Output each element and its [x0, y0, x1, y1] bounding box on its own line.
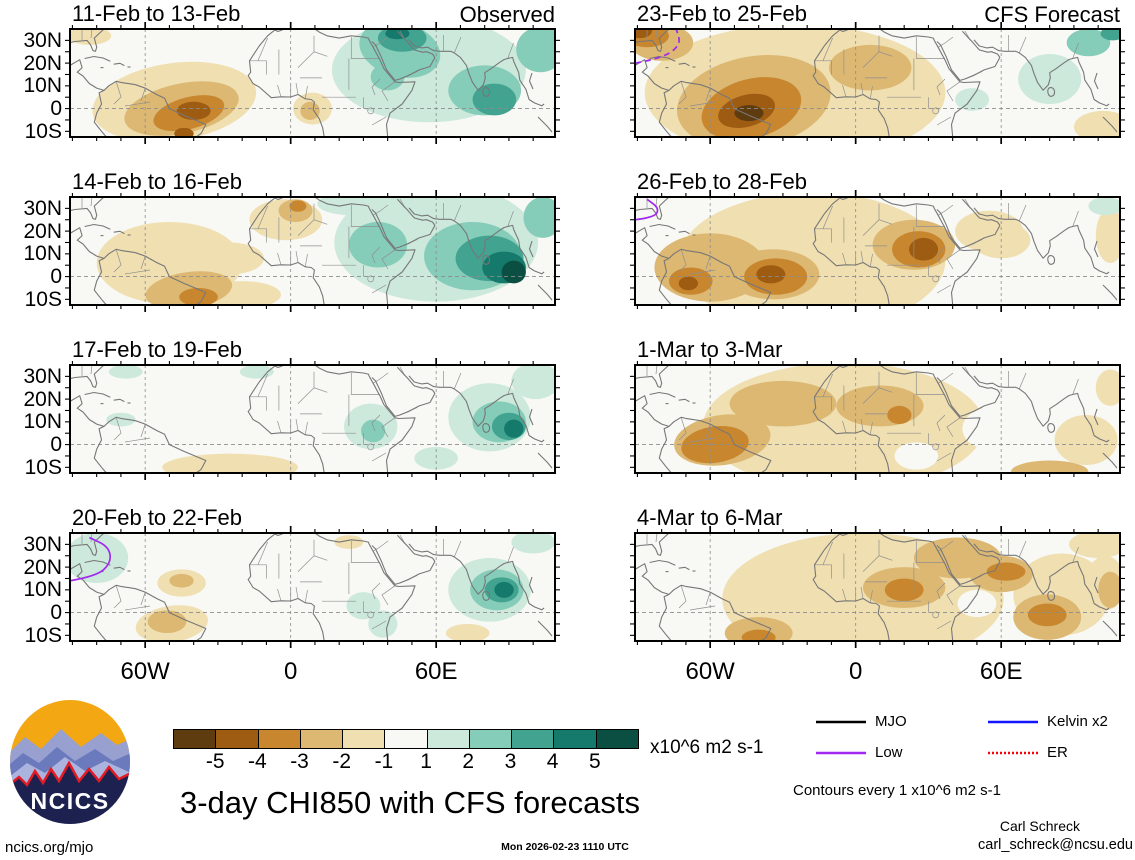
lat-label-0: 0 [50, 433, 62, 457]
legend-line-icon [816, 751, 866, 754]
lat-label-0: 0 [50, 601, 62, 625]
timestamp: Mon 2026-02-23 1110 UTC [501, 841, 629, 853]
colorbar-cell-1 [215, 730, 258, 748]
colorbar-tick-1: 1 [420, 750, 432, 773]
lat-label-30n: 30N [23, 28, 62, 52]
colorbar-cell-3 [299, 730, 343, 748]
colorbar-tick--5: -5 [205, 750, 225, 773]
colorbar-tick--3: -3 [290, 750, 309, 773]
panel-map [65, 22, 560, 144]
lon-label-0: 0 [848, 658, 863, 685]
panel-observed-3: 17-Feb to 19-Feb [65, 338, 560, 480]
cfs-forecast-column-header: CFS Forecast [984, 2, 1120, 27]
lat-label-10s: 10S [24, 455, 62, 479]
legend-line-icon [816, 720, 866, 723]
colorbar-cell-5 [384, 730, 427, 748]
colorbar-cell-8 [511, 730, 554, 748]
panel-title: 23-Feb to 25-Feb [637, 1, 807, 26]
lat-label-10n: 10N [23, 74, 62, 98]
legend-item-low: Low [816, 737, 988, 768]
panel-map [65, 526, 560, 648]
colorbar-cell-0 [174, 730, 216, 748]
logo-text: NCICS [30, 788, 109, 814]
panel-title: 20-Feb to 22-Feb [72, 505, 242, 530]
legend-line-icon [988, 720, 1038, 723]
panel-title: 4-Mar to 6-Mar [637, 505, 783, 530]
panel-forecast-2: 26-Feb to 28-Feb [630, 170, 1125, 312]
lat-label-0: 0 [50, 265, 62, 289]
panel-title: 17-Feb to 19-Feb [72, 337, 242, 362]
panel-forecast-1: 23-Feb to 25-Feb [630, 2, 1125, 144]
colorbar-cell-10 [595, 730, 638, 748]
lat-label-10n: 10N [23, 410, 62, 434]
panel-map [65, 190, 560, 312]
site-url: ncics.org/mjo [5, 839, 94, 856]
contour-interval-note: Contours every 1 x10^6 m2 s-1 [793, 782, 1001, 799]
panel-forecast-3: 1-Mar to 3-Mar [630, 338, 1125, 480]
colorbar-cell-6 [426, 730, 469, 748]
legend: MJO Kelvin x2 Low ER [816, 706, 1135, 768]
colorbar-tick--4: -4 [248, 750, 267, 773]
lat-label-10s: 10S [24, 119, 62, 143]
observed-column-header: Observed [459, 2, 555, 27]
panel-map [630, 526, 1125, 648]
colorbar-cell-7 [468, 730, 512, 748]
lon-label-60e: 60E [414, 658, 458, 685]
panel-observed-2: 14-Feb to 16-Feb [65, 170, 560, 312]
panel-forecast-4: 4-Mar to 6-Mar [630, 506, 1125, 648]
lat-label-10s: 10S [24, 287, 62, 311]
colorbar-tick--1: -1 [374, 750, 394, 773]
colorbar-cell-9 [553, 730, 596, 748]
lat-label-30n: 30N [23, 532, 62, 556]
panel-title: 14-Feb to 16-Feb [72, 169, 242, 194]
colorbar-tick-3: 3 [504, 750, 517, 773]
lon-label-60e: 60E [979, 658, 1023, 685]
legend-item-er: ER [988, 737, 1135, 768]
lat-label-30n: 30N [23, 364, 62, 388]
legend-label: MJO [875, 713, 907, 730]
panel-map [630, 190, 1125, 312]
lat-label-10n: 10N [23, 242, 62, 266]
legend-label: Low [875, 744, 903, 761]
ncics-logo: NCICS [10, 700, 130, 824]
panel-map [65, 358, 560, 480]
lon-label-0: 0 [283, 658, 298, 685]
legend-label: ER [1047, 744, 1068, 761]
colorbar-cell-4 [342, 730, 385, 748]
colorbar-tick--2: -2 [332, 750, 352, 773]
lat-label-20n: 20N [23, 555, 62, 579]
panel-title: 1-Mar to 3-Mar [637, 337, 783, 362]
colorbar-tick-2: 2 [462, 750, 475, 773]
panel-map [630, 358, 1125, 480]
colorbar-tick-5: 5 [588, 750, 601, 773]
panel-title: 11-Feb to 13-Feb [72, 1, 241, 26]
colorbar-units: x10^6 m2 s-1 [650, 737, 764, 758]
panel-observed-1: 11-Feb to 13-Feb [65, 2, 560, 144]
lat-label-30n: 30N [23, 196, 62, 220]
author-email: carl_schreck@ncsu.edu [978, 837, 1133, 853]
lat-label-10n: 10N [23, 578, 62, 602]
lon-label-60w: 60W [685, 658, 735, 685]
lat-label-10s: 10S [24, 623, 62, 647]
panel-observed-4: 20-Feb to 22-Feb [65, 506, 560, 648]
panel-title: 26-Feb to 28-Feb [637, 169, 807, 194]
panel-map [630, 22, 1125, 144]
lat-label-20n: 20N [23, 51, 62, 75]
lat-label-20n: 20N [23, 219, 62, 243]
main-title: 3-day CHI850 with CFS forecasts [179, 785, 640, 820]
lat-label-0: 0 [50, 97, 62, 121]
author-credit: Carl Schreck [999, 818, 1080, 834]
colorbar-cell-2 [257, 730, 300, 748]
legend-item-kelvin-x2: Kelvin x2 [988, 706, 1135, 737]
logo-ridge-line [10, 760, 130, 788]
lat-label-20n: 20N [23, 387, 62, 411]
colorbar-tick-4: 4 [546, 750, 559, 773]
legend-item-mjo: MJO [816, 706, 988, 737]
legend-line-icon [988, 751, 1038, 754]
legend-label: Kelvin x2 [1047, 713, 1108, 730]
colorbar [173, 729, 639, 749]
lon-label-60w: 60W [120, 658, 170, 685]
